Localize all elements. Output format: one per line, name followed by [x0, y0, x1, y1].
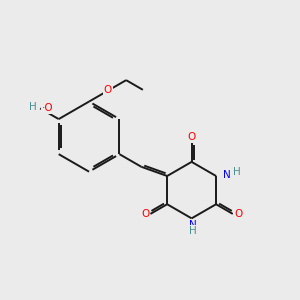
- Text: O: O: [188, 132, 196, 142]
- Text: O: O: [103, 85, 112, 95]
- Text: N: N: [223, 169, 230, 179]
- Text: O: O: [234, 209, 242, 219]
- Text: H: H: [233, 167, 241, 177]
- Text: H: H: [189, 226, 196, 236]
- Text: ·O: ·O: [42, 103, 53, 113]
- Text: N: N: [189, 220, 196, 230]
- Text: O: O: [141, 209, 149, 219]
- Text: H: H: [28, 103, 36, 112]
